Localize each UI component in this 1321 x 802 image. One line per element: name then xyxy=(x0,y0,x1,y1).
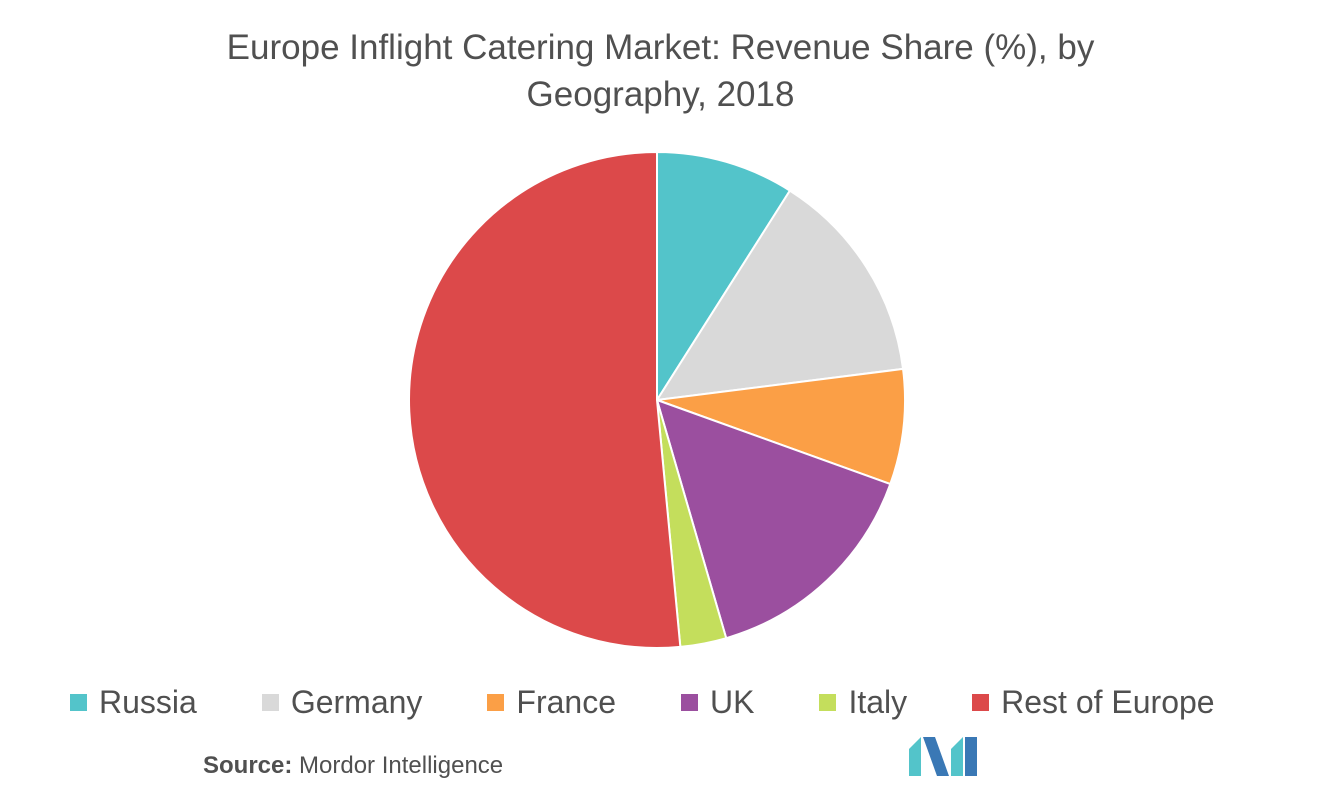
legend-swatch-rest-of-europe xyxy=(972,693,990,711)
legend: Russia Germany France UK Italy Rest of Europe xyxy=(70,680,1215,724)
logo-bar-right xyxy=(965,737,977,776)
legend-swatch-italy xyxy=(819,693,837,711)
legend-item-italy: Italy xyxy=(819,684,907,721)
legend-swatch-russia xyxy=(70,693,87,711)
legend-label-italy: Italy xyxy=(848,683,908,720)
logo-bar-middle xyxy=(951,737,963,776)
pie-chart xyxy=(408,150,906,649)
legend-swatch-france xyxy=(487,693,505,711)
legend-label-rest-of-europe: Rest of Europe xyxy=(1001,683,1215,720)
pie-slice-germany xyxy=(655,189,905,402)
legend-item-uk: UK xyxy=(681,684,754,721)
legend-item-rest-of-europe: Rest of Europe xyxy=(972,683,1215,721)
chart-title-line-1: Europe Inflight Catering Market: Revenue… xyxy=(226,28,1095,67)
chart-title-line-2: Geography, 2018 xyxy=(526,75,795,114)
mordor-intelligence-logo-icon xyxy=(909,737,977,776)
legend-label-uk: UK xyxy=(710,683,755,720)
logo-bar-left xyxy=(909,737,921,776)
pie-slice-france xyxy=(656,367,906,486)
source-text: Mordor Intelligence xyxy=(299,752,504,779)
pie-slice-rest-of-europe xyxy=(408,150,682,649)
source-note: Source: Mordor Intelligence xyxy=(203,752,503,780)
legend-item-russia: Russia xyxy=(70,684,197,721)
source-label: Source: xyxy=(203,752,293,779)
legend-label-germany: Germany xyxy=(290,683,423,720)
legend-item-france: France xyxy=(487,684,616,721)
legend-item-germany: Germany xyxy=(261,683,423,721)
logo-diagonal-left xyxy=(923,737,949,776)
legend-swatch-germany xyxy=(261,693,279,711)
pie-slice-russia xyxy=(656,150,792,404)
chart-title: Europe Inflight Catering Market: Revenue… xyxy=(0,24,1321,118)
legend-label-france: France xyxy=(516,683,616,720)
pie-slice-uk xyxy=(655,398,892,640)
legend-label-russia: Russia xyxy=(99,683,197,720)
legend-swatch-uk xyxy=(681,693,698,711)
